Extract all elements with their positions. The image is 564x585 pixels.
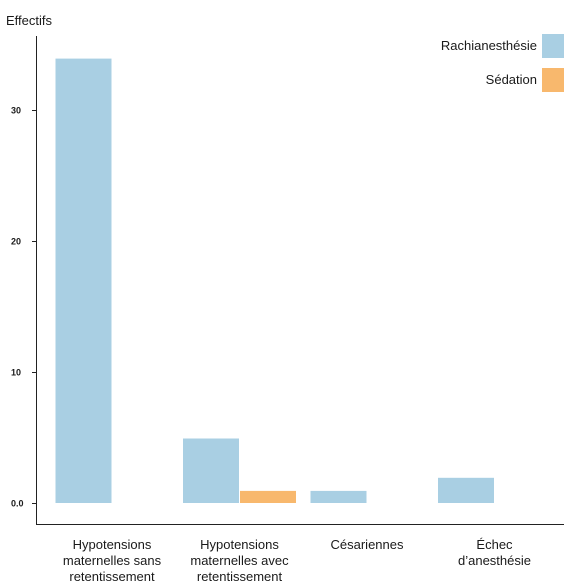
category-label: Hypotensions [200,537,279,552]
y-tick-label: 10 [11,368,21,378]
category-label: Césariennes [331,537,404,552]
category-label: d’anesthésie [458,553,531,568]
y-tick-label: 20 [11,237,21,247]
category-label: maternelles avec [190,553,289,568]
legend-swatch [542,68,564,92]
category-label: Hypotensions [73,537,152,552]
legend: Rachianesthésie Sédation [441,34,564,92]
y-axis-label: Effectifs [6,13,53,28]
legend-label: Rachianesthésie [441,38,537,53]
bar-rachianesthésie [437,476,495,504]
category-label: retentissement [69,569,155,584]
bar-rachianesthésie [309,489,368,504]
bar-rachianesthésie [182,437,240,504]
bars [54,57,495,504]
y-ticks: 0.0 10 20 30 [11,106,36,509]
category-label: retentissement [197,569,283,584]
bar-rachianesthésie [54,57,113,504]
y-tick-label: 30 [11,106,21,116]
legend-swatch [542,34,564,58]
legend-label: Sédation [486,72,537,87]
category-label: Échec [476,537,513,552]
y-tick-label: 0.0 [11,499,24,509]
bar-sédation [239,489,297,504]
category-label: maternelles sans [63,553,162,568]
